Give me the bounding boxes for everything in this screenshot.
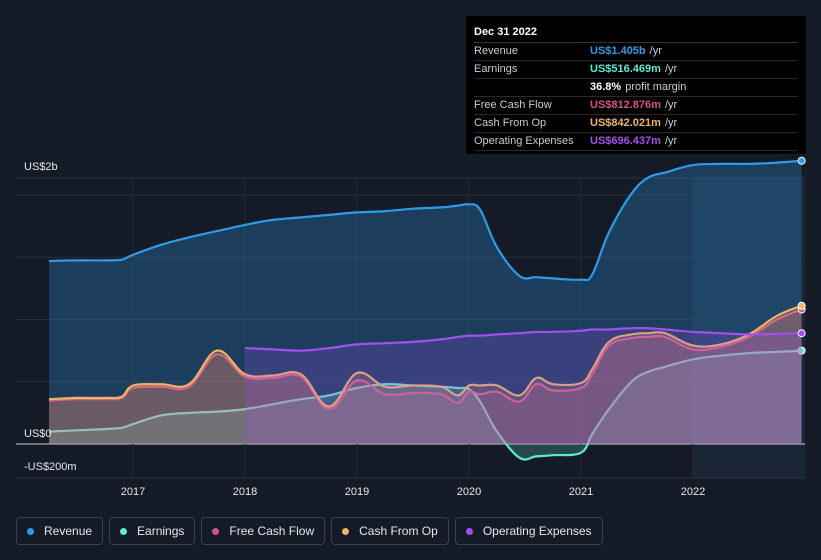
- tooltip-panel: Dec 31 2022 Revenue US$1.405b/yr Earnings U…: [466, 16, 806, 154]
- legend-item-operating-expenses[interactable]: Operating Expenses: [454, 517, 603, 545]
- legend-dot-icon: [120, 527, 128, 535]
- legend-label: Revenue: [44, 524, 93, 538]
- tooltip-row-unit: /yr: [664, 63, 678, 75]
- series-area-cash-from-op: [49, 305, 802, 444]
- legend-item-revenue[interactable]: Revenue: [16, 517, 104, 545]
- tooltip-row-unit: profit margin: [625, 81, 687, 93]
- tooltip-row-value: 36.8%: [590, 81, 622, 93]
- x-tick-label: 2018: [233, 486, 257, 498]
- legend-label: Earnings: [137, 524, 185, 538]
- tooltip-row-label: Free Cash Flow: [474, 99, 552, 111]
- tooltip-row-label: Revenue: [474, 45, 519, 57]
- legend-dot-icon: [342, 527, 350, 535]
- series-end-point-cash-from-op: [797, 301, 806, 310]
- series-line-free-cash-flow: [48, 308, 803, 411]
- tooltip-row: Operating Expenses US$696.437m/yr: [474, 133, 798, 151]
- x-tick-label: 2019: [345, 486, 369, 498]
- tooltip-row-value: US$516.469m: [590, 63, 661, 75]
- series-layer: [48, 156, 806, 461]
- tooltip-row: Free Cash Flow US$812.876m/yr: [474, 97, 798, 115]
- series-line-revenue: [48, 159, 802, 282]
- tooltip-date: Dec 31 2022: [474, 24, 798, 43]
- tooltip-row-label: [474, 79, 590, 96]
- tooltip-row-label: Cash From Op: [474, 117, 547, 129]
- x-tick-label: 2021: [569, 486, 593, 498]
- axis-labels: US$2b US$0 -US$200m 2017 2018 2019 2020 2021 202…: [24, 161, 705, 498]
- legend-label: Operating Expenses: [482, 524, 592, 538]
- series-line-cash-from-op: [48, 304, 803, 408]
- tooltip-row-unit: /yr: [649, 45, 662, 57]
- tooltip-row-label: Earnings: [474, 63, 518, 75]
- legend-item-cash-from-op[interactable]: Cash From Op: [331, 517, 449, 545]
- legend-label: Cash From Op: [359, 524, 438, 538]
- series-area-earnings: [49, 350, 802, 460]
- legend: Revenue Earnings Free Cash Flow Cash From O…: [16, 517, 603, 547]
- tooltip-row: Cash From Op US$842.021m/yr: [474, 115, 798, 133]
- tooltip-row-value: US$696.437m: [590, 135, 661, 147]
- series-end-point-revenue: [797, 156, 806, 165]
- y-tick-label: US$2b: [24, 161, 58, 173]
- tooltip-row: Revenue US$1.405b/yr: [474, 43, 798, 61]
- series-line-operating-expenses: [244, 326, 802, 352]
- forecast-band: [693, 178, 805, 478]
- tooltip-row: 36.8% profit margin: [474, 79, 798, 97]
- y-tick-label: -US$200m: [24, 461, 77, 473]
- series-area-operating-expenses: [245, 328, 802, 444]
- x-tick-label: 2017: [121, 486, 145, 498]
- chart: US$2b US$0 -US$200m 2017 2018 2019 2020 2021 202…: [16, 156, 806, 498]
- legend-dot-icon: [212, 527, 220, 535]
- tooltip-row: Earnings US$516.469m/yr: [474, 61, 798, 79]
- legend-label: Free Cash Flow: [229, 524, 315, 538]
- tooltip-row-unit: /yr: [664, 99, 678, 111]
- legend-item-free-cash-flow[interactable]: Free Cash Flow: [201, 517, 326, 545]
- x-tick-label: 2022: [681, 486, 705, 498]
- series-line-earnings: [48, 349, 802, 461]
- legend-item-earnings[interactable]: Earnings: [109, 517, 196, 545]
- tooltip-row-value: US$812.876m: [590, 99, 661, 111]
- tooltip-row-unit: /yr: [664, 135, 678, 147]
- tooltip-row-label: Operating Expenses: [474, 135, 574, 147]
- series-area-revenue: [49, 160, 802, 445]
- tooltip-rows: Revenue US$1.405b/yr Earnings US$516.469m/y…: [474, 43, 798, 151]
- tooltip-row-unit: /yr: [664, 117, 678, 129]
- tooltip-row-value: US$842.021m: [590, 117, 661, 129]
- series-end-point-earnings: [797, 346, 806, 355]
- legend-dot-icon: [465, 527, 473, 535]
- y-tick-label: US$0: [24, 428, 52, 440]
- x-tick-label: 2020: [457, 486, 481, 498]
- legend-dot-icon: [27, 527, 34, 535]
- tooltip-row-value: US$1.405b: [590, 45, 646, 57]
- grid-lines: [16, 177, 805, 479]
- series-end-point-operating-expenses: [797, 329, 806, 338]
